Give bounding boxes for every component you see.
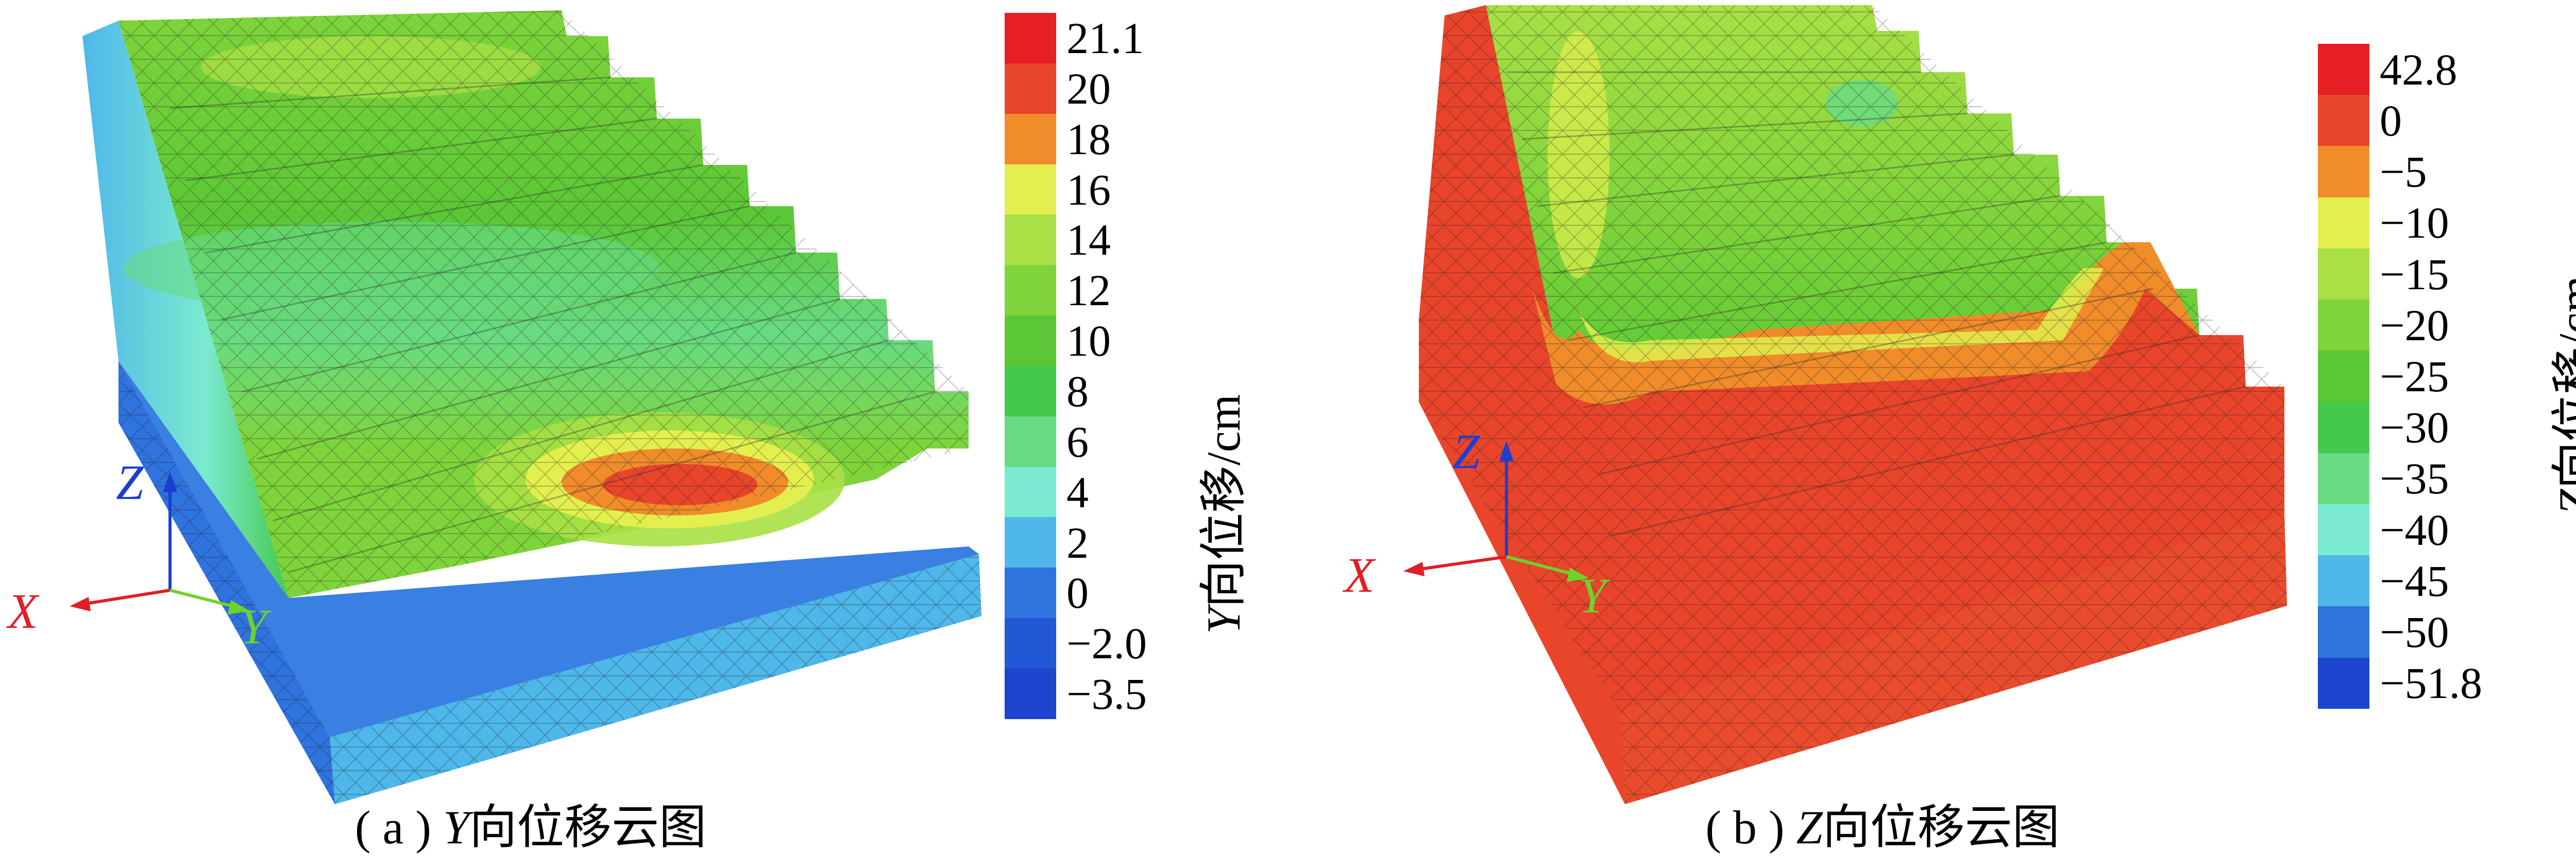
legend-swatch bbox=[2318, 300, 2369, 351]
legend-tick-label: −2.0 bbox=[1066, 619, 1147, 669]
legend-tick-label: −51.8 bbox=[2380, 658, 2483, 708]
legend-swatch bbox=[1005, 618, 1056, 669]
legend-swatch bbox=[1005, 214, 1056, 265]
legend-swatch bbox=[2318, 657, 2369, 709]
legend-swatch bbox=[1005, 416, 1056, 467]
legend-tick-label: 0 bbox=[1066, 568, 1089, 618]
legend-tick-label: −10 bbox=[2380, 198, 2449, 248]
mesh-overlay-face bbox=[118, 10, 969, 598]
legend-tick-label: −3.5 bbox=[1066, 669, 1147, 719]
x-axis-arrow bbox=[82, 589, 171, 606]
legend-swatch bbox=[2318, 248, 2369, 300]
legend-tick-label: −40 bbox=[2380, 505, 2449, 555]
panel-a-y-displacement: Z X Y 21.1 20 18 16 14 12 10 8 6 4 2 0 −2.0 −3.5 Y向位移… bbox=[8, 10, 1250, 854]
legend-swatch bbox=[2318, 606, 2369, 658]
legend-swatch bbox=[2318, 146, 2369, 197]
legend-tick-label: 8 bbox=[1066, 366, 1089, 416]
legend-tick-label: −15 bbox=[2380, 249, 2449, 299]
y-axis-arrow bbox=[1506, 555, 1577, 576]
legend-swatch bbox=[2318, 95, 2369, 146]
coordinate-triad bbox=[1403, 441, 1589, 582]
base-slab-top bbox=[118, 361, 979, 737]
legend-swatch bbox=[1005, 164, 1056, 215]
legend-swatch bbox=[1005, 63, 1056, 114]
legend-tick-label: −35 bbox=[2380, 454, 2449, 504]
caption-a: ( a ) Y向位移云图 bbox=[354, 801, 707, 854]
y-axis-arrow bbox=[170, 589, 238, 609]
mesh-overlay-base bbox=[1620, 515, 2287, 804]
mesh-overlay-base bbox=[118, 361, 981, 804]
legend-tick-label: −30 bbox=[2380, 403, 2449, 453]
legend-tick-label: 2 bbox=[1066, 518, 1089, 568]
legend-tick-label: 16 bbox=[1066, 164, 1111, 214]
mesh-overlay bbox=[1419, 5, 2284, 711]
legend-tick-label: −5 bbox=[2380, 147, 2427, 197]
legend-ticks-a: 21.1 20 18 16 14 12 10 8 6 4 2 0 −2.0 −3.5 bbox=[1066, 13, 1170, 719]
color-legend-a bbox=[1005, 13, 1056, 719]
coordinate-triad bbox=[70, 472, 250, 614]
legend-swatch bbox=[1005, 467, 1056, 518]
legend-tick-label: 20 bbox=[1066, 63, 1111, 113]
y-axis-label: Y bbox=[240, 599, 267, 654]
caption-b: ( b ) Z向位移云图 bbox=[1705, 801, 2060, 854]
legend-tick-label: 42.8 bbox=[2380, 44, 2458, 94]
legend-swatch bbox=[1005, 315, 1056, 366]
legend-swatch bbox=[2318, 44, 2369, 95]
x-axis-label: X bbox=[1344, 547, 1375, 603]
legend-swatch bbox=[1005, 365, 1056, 417]
legend-tick-label: 4 bbox=[1066, 467, 1089, 517]
legend-tick-label: 18 bbox=[1066, 114, 1111, 164]
legend-tick-label: 0 bbox=[2380, 95, 2402, 145]
legend-swatch bbox=[2318, 197, 2369, 248]
legend-tick-label: 21.1 bbox=[1066, 13, 1144, 63]
x-axis-label: X bbox=[8, 584, 38, 639]
color-legend-b bbox=[2318, 44, 2369, 709]
legend-tick-label: −25 bbox=[2380, 352, 2449, 401]
legend-swatch bbox=[2318, 555, 2369, 607]
legend-swatch bbox=[2318, 351, 2369, 402]
legend-unit-label-a: Y向位移/cm bbox=[1197, 394, 1250, 634]
z-axis-label: Z bbox=[116, 455, 144, 510]
legend-swatch bbox=[1005, 568, 1056, 619]
panel-b-z-displacement: Z X Y 42.8 0 −5 −10 −15 −20 −25 −30 −35 −40 −45 −50… bbox=[1290, 0, 2576, 865]
legend-unit-label-b: Z向位移/cm bbox=[2549, 275, 2576, 515]
z-axis-label: Z bbox=[1452, 424, 1480, 479]
legend-swatch bbox=[2318, 402, 2369, 453]
legend-swatch bbox=[1005, 668, 1056, 719]
slope-left-face bbox=[82, 21, 289, 598]
legend-swatch bbox=[1005, 265, 1056, 316]
y-axis-label: Y bbox=[1579, 568, 1606, 623]
x-axis-arrowhead bbox=[70, 597, 91, 611]
legend-swatch bbox=[1005, 113, 1056, 164]
slope-model-z-displacement bbox=[1403, 5, 2287, 804]
y-axis-arrowhead bbox=[228, 600, 250, 614]
slope-step-edges bbox=[170, 76, 936, 573]
legend-swatch bbox=[1005, 13, 1056, 63]
legend-tick-label: −45 bbox=[2380, 556, 2449, 606]
legend-swatch bbox=[2318, 504, 2369, 556]
x-axis-arrowhead bbox=[1403, 562, 1425, 576]
legend-tick-label: 10 bbox=[1066, 316, 1111, 366]
legend-tick-label: −50 bbox=[2380, 607, 2449, 657]
y-axis-arrowhead bbox=[1567, 568, 1589, 582]
legend-tick-label: 12 bbox=[1066, 265, 1111, 315]
legend-swatch bbox=[2318, 453, 2369, 504]
legend-swatch bbox=[1005, 517, 1056, 568]
legend-ticks-b: 42.8 0 −5 −10 −15 −20 −25 −30 −35 −40 −45 −50 −51.8 bbox=[2380, 44, 2493, 709]
x-axis-arrow bbox=[1416, 555, 1507, 571]
legend-tick-label: 6 bbox=[1066, 417, 1089, 467]
legend-tick-label: −20 bbox=[2380, 300, 2449, 350]
slope-step-edges bbox=[1506, 71, 2246, 537]
slope-model-y-displacement bbox=[70, 10, 981, 804]
legend-tick-label: 14 bbox=[1066, 215, 1111, 265]
z-axis-arrowhead bbox=[1499, 441, 1514, 461]
z-axis-arrowhead bbox=[163, 472, 177, 492]
